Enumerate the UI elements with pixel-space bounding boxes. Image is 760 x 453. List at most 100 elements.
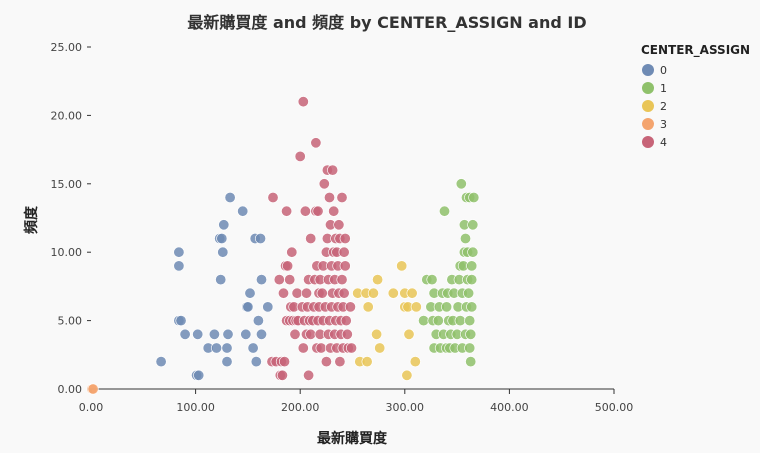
data-point-series-0 bbox=[224, 192, 236, 204]
data-point-series-4 bbox=[328, 205, 340, 217]
legend-label-1: 1 bbox=[660, 82, 667, 95]
legend-swatch-4 bbox=[642, 136, 654, 148]
data-point-series-4 bbox=[305, 233, 317, 245]
data-point-series-0 bbox=[237, 205, 249, 217]
data-point-series-1 bbox=[441, 301, 453, 313]
data-point-series-1 bbox=[418, 315, 430, 327]
data-point-series-1 bbox=[466, 301, 478, 313]
y-axis: 0.00 5.00 10.00 15.00 20.00 25.00 bbox=[51, 41, 91, 396]
y-tick-label: 0.00 bbox=[58, 383, 83, 396]
data-point-series-4 bbox=[334, 356, 346, 368]
data-point-series-4 bbox=[297, 96, 309, 108]
data-point-series-4 bbox=[338, 246, 350, 258]
data-point-series-0 bbox=[240, 328, 252, 340]
data-point-series-4 bbox=[338, 287, 350, 299]
legend-label-3: 3 bbox=[660, 118, 667, 131]
data-point-series-2 bbox=[406, 287, 418, 299]
data-point-series-4 bbox=[327, 164, 339, 176]
data-point-series-1 bbox=[464, 342, 476, 354]
legend-label-0: 0 bbox=[660, 64, 667, 77]
data-point-series-0 bbox=[192, 328, 204, 340]
data-point-series-0 bbox=[173, 260, 185, 272]
data-point-series-0 bbox=[222, 328, 234, 340]
data-point-series-0 bbox=[244, 287, 256, 299]
data-point-series-4 bbox=[297, 342, 309, 354]
data-point-series-4 bbox=[300, 287, 312, 299]
data-point-series-1 bbox=[459, 233, 471, 245]
data-point-series-1 bbox=[466, 260, 478, 272]
data-point-series-4 bbox=[339, 233, 351, 245]
data-point-series-0 bbox=[250, 356, 262, 368]
legend-swatch-0 bbox=[642, 64, 654, 76]
data-point-series-4 bbox=[340, 315, 352, 327]
data-point-series-0 bbox=[215, 274, 227, 286]
data-point-series-4 bbox=[318, 178, 330, 190]
data-point-series-1 bbox=[466, 274, 478, 286]
data-point-series-1 bbox=[455, 178, 467, 190]
data-point-series-4 bbox=[316, 287, 328, 299]
data-point-series-0 bbox=[255, 233, 267, 245]
data-point-series-4 bbox=[276, 369, 288, 381]
data-point-series-4 bbox=[291, 287, 303, 299]
data-point-series-4 bbox=[277, 287, 289, 299]
data-point-series-1 bbox=[468, 192, 480, 204]
data-point-series-0 bbox=[216, 233, 228, 245]
data-points bbox=[86, 96, 480, 395]
data-point-series-0 bbox=[255, 274, 267, 286]
data-point-series-4 bbox=[303, 369, 315, 381]
legend-swatch-1 bbox=[642, 82, 654, 94]
data-point-series-2 bbox=[372, 274, 384, 286]
data-point-series-0 bbox=[218, 219, 230, 231]
data-point-series-4 bbox=[312, 205, 324, 217]
data-point-series-0 bbox=[262, 301, 274, 313]
chart-title: 最新購買度 and 頻度 by CENTER_ASSIGN and ID bbox=[187, 13, 586, 32]
data-point-series-4 bbox=[310, 137, 322, 149]
data-point-series-2 bbox=[362, 301, 374, 313]
legend-swatch-3 bbox=[642, 118, 654, 130]
data-point-series-4 bbox=[282, 260, 294, 272]
data-point-series-0 bbox=[252, 315, 264, 327]
data-point-series-1 bbox=[463, 287, 475, 299]
data-point-series-4 bbox=[341, 328, 353, 340]
legend-title: CENTER_ASSIGN bbox=[641, 43, 750, 58]
data-point-series-0 bbox=[173, 246, 185, 258]
data-point-series-1 bbox=[467, 219, 479, 231]
y-tick-label: 15.00 bbox=[51, 178, 83, 191]
data-point-series-4 bbox=[273, 274, 285, 286]
y-axis-label: 頻度 bbox=[23, 205, 40, 234]
x-tick-label: 300.00 bbox=[386, 401, 425, 414]
data-point-series-2 bbox=[371, 328, 383, 340]
y-tick-label: 5.00 bbox=[58, 315, 83, 328]
data-point-series-4 bbox=[344, 301, 356, 313]
data-point-series-4 bbox=[267, 192, 279, 204]
data-point-series-2 bbox=[387, 287, 399, 299]
data-point-series-1 bbox=[454, 315, 466, 327]
legend-label-4: 4 bbox=[660, 136, 667, 149]
data-point-series-1 bbox=[426, 274, 438, 286]
legend: CENTER_ASSIGN 0 1 2 3 4 bbox=[641, 43, 750, 149]
data-point-series-4 bbox=[315, 342, 327, 354]
x-tick-label: 200.00 bbox=[281, 401, 320, 414]
data-point-series-1 bbox=[467, 246, 479, 258]
data-point-series-0 bbox=[247, 342, 259, 354]
y-tick-label: 25.00 bbox=[51, 41, 83, 54]
data-point-series-0 bbox=[179, 328, 191, 340]
data-point-series-4 bbox=[345, 342, 357, 354]
data-point-series-1 bbox=[465, 356, 477, 368]
y-tick-label: 20.00 bbox=[51, 109, 83, 122]
data-point-series-4 bbox=[278, 356, 290, 368]
data-point-series-4 bbox=[333, 219, 345, 231]
data-point-series-4 bbox=[339, 260, 351, 272]
x-tick-label: 0.00 bbox=[79, 401, 104, 414]
data-point-series-4 bbox=[286, 246, 298, 258]
data-point-series-4 bbox=[320, 356, 332, 368]
x-axis-label: 最新購買度 bbox=[317, 430, 388, 447]
y-tick-label: 10.00 bbox=[51, 246, 83, 259]
data-point-series-4 bbox=[294, 150, 306, 162]
data-point-series-1 bbox=[464, 315, 476, 327]
data-point-series-2 bbox=[374, 342, 386, 354]
data-point-series-0 bbox=[208, 328, 220, 340]
data-point-series-0 bbox=[217, 246, 229, 258]
data-point-series-1 bbox=[465, 328, 477, 340]
